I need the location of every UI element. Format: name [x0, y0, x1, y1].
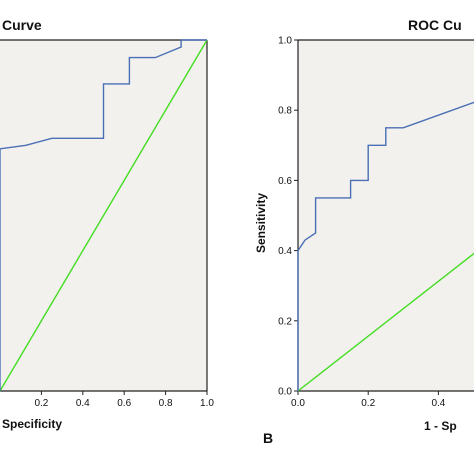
panel-label: B [263, 430, 273, 446]
left-reference-line [0, 39, 208, 392]
right-y-tick-label: 0.2 [278, 316, 292, 327]
left-x-tick-label: 0.6 [117, 398, 131, 409]
right-y-tick-label: 0.6 [278, 176, 292, 187]
right-x-tick-label: 0.4 [431, 398, 445, 409]
right-roc-line [297, 101, 474, 391]
left-x-tick-label: 0.4 [76, 398, 90, 409]
left-x-tick-label: 1.0 [200, 398, 214, 409]
right-y-axis-label: Sensitivity [254, 193, 268, 253]
right-y-tick-label: 0.8 [278, 106, 292, 117]
right-x-tick-label: 0.0 [291, 398, 305, 409]
left-x-tick-label: 0.2 [34, 398, 48, 409]
right-y-tick-label: 1.0 [278, 36, 292, 47]
right-plot-area [298, 40, 474, 391]
left-x-axis-label: Specificity [2, 417, 62, 431]
right-chart: ROC Cu Sensitivity 1 - Sp B 0.0 0.2 0.4 0.0… [254, 17, 474, 446]
right-reference-line [297, 252, 474, 392]
left-chart: Curve Specificity 0.2 0.4 0.6 0.8 1.0 [0, 17, 214, 431]
right-x-tick-label: 0.2 [361, 398, 375, 409]
right-y-tick-label: 0.4 [278, 246, 292, 257]
left-chart-title: Curve [2, 17, 42, 33]
right-x-axis-label: 1 - Sp [424, 419, 457, 433]
right-chart-title: ROC Cu [408, 17, 462, 33]
right-y-tick-label: 0.0 [278, 387, 292, 398]
left-roc-line [0, 39, 207, 391]
left-x-tick-label: 0.8 [159, 398, 173, 409]
